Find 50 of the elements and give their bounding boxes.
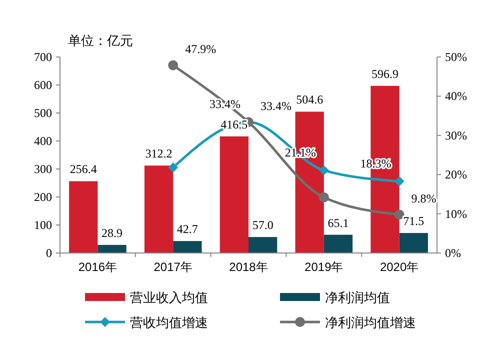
data-label: 33.4%	[260, 99, 292, 114]
x-tick-label: 2019年	[304, 260, 344, 274]
legend-label: 净利润均值	[325, 290, 390, 305]
point	[318, 192, 329, 202]
legend-label: 营收均值增速	[130, 315, 208, 330]
y-tick-label: 500	[34, 106, 52, 120]
data-label: 596.9	[371, 66, 398, 81]
point	[394, 176, 404, 186]
bar	[399, 232, 428, 253]
data-label: 256.4	[70, 162, 97, 176]
bar	[98, 244, 126, 253]
y2-tick-label: 10%	[445, 206, 467, 221]
data-label: 57.0	[252, 218, 274, 232]
x-tick-label: 2018年	[229, 260, 268, 274]
point	[318, 165, 329, 176]
x-tick-label: 2016年	[78, 260, 118, 274]
point	[168, 162, 178, 173]
legend-label: 净利润均值增速	[325, 315, 416, 330]
x-tick-label: 2017年	[154, 260, 192, 274]
y2-tick-label: 40%	[445, 89, 467, 104]
y-tick-label: 700	[34, 50, 52, 64]
data-label: 65.1	[328, 216, 349, 230]
y-tick-label: 600	[34, 78, 52, 92]
y-tick-label: 400	[34, 134, 52, 148]
point	[168, 60, 178, 70]
bar	[220, 136, 248, 253]
data-label: 47.9%	[185, 42, 216, 56]
bar	[144, 166, 174, 253]
data-label: 42.7	[176, 222, 198, 236]
y-tick-label: 0	[46, 246, 52, 260]
bar	[69, 181, 98, 253]
data-label: 28.9	[102, 226, 123, 240]
bar	[324, 234, 353, 253]
y-tick-label: 300	[34, 162, 52, 176]
legend-label: 营业收入均值	[130, 290, 208, 305]
y2-tick-label: 0%	[445, 246, 461, 260]
y-tick-label: 200	[34, 190, 52, 204]
data-label: 312.2	[145, 146, 172, 161]
data-label: 9.8%	[411, 192, 436, 206]
bar	[248, 237, 278, 253]
y2-tick-label: 50%	[445, 50, 467, 64]
y2-tick-label: 20%	[445, 168, 467, 182]
bar	[173, 241, 202, 253]
data-label: 504.6	[296, 92, 324, 107]
point	[394, 210, 404, 220]
text: 单位：亿元	[68, 33, 133, 48]
y-tick-label: 100	[34, 218, 52, 232]
x-tick-label: 2020年	[380, 260, 419, 274]
y2-tick-label: 30%	[445, 128, 467, 142]
data-label: 71.5	[403, 214, 424, 228]
